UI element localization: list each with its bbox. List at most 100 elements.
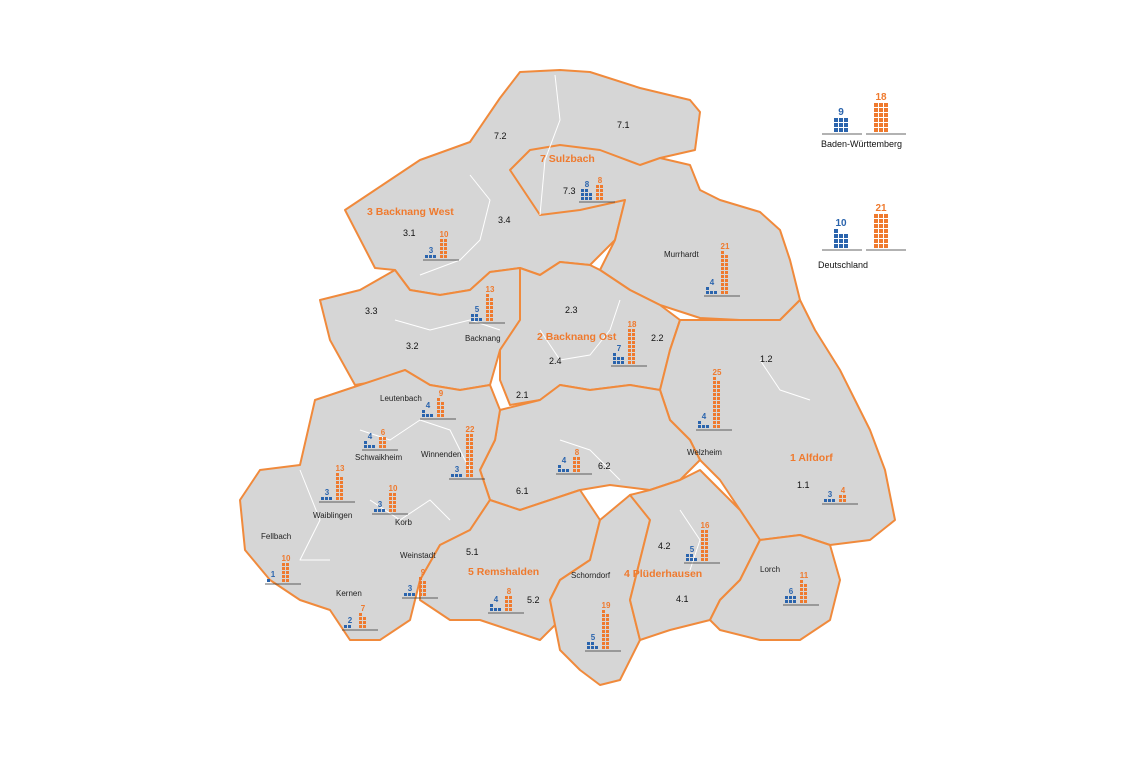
- bar-group-pluederhausen: 5 16: [684, 521, 720, 564]
- district-label-backnang-ost: 2 Backnang Ost: [537, 331, 617, 343]
- blue-value-label: 3: [828, 490, 833, 499]
- blue-bar: [471, 314, 482, 321]
- town-label: Lorch: [760, 565, 781, 574]
- blue-bar: [706, 287, 717, 294]
- blue-bar: [785, 596, 796, 603]
- district-label-alfdorf: 1 Alfdorf: [790, 452, 833, 464]
- area-code: 1.1: [797, 480, 810, 490]
- blue-bar: [321, 497, 332, 500]
- orange-bar: [721, 251, 728, 294]
- bar-group-remshalden: 48: [488, 587, 524, 614]
- area-code: 3.4: [498, 215, 511, 225]
- legend-blue-bar: [834, 229, 848, 248]
- town-label: Fellbach: [261, 532, 292, 541]
- bar-group-region-6: 48: [556, 448, 592, 475]
- town-label: Waiblingen: [313, 511, 353, 520]
- area-code: 5.2: [527, 595, 540, 605]
- orange-bar: [628, 329, 635, 364]
- orange-value-label: 8: [598, 176, 603, 185]
- orange-bar: [437, 398, 444, 417]
- blue-value-label: 5: [475, 305, 480, 314]
- legend-baden-wuerttemberg-label: Baden-Württemberg: [821, 139, 903, 149]
- blue-bar: [374, 509, 385, 512]
- blue-value-label: 4: [562, 456, 567, 465]
- town-label: Backnang: [465, 334, 501, 343]
- blue-value-label: 5: [690, 545, 695, 554]
- area-code: 3.2: [406, 341, 419, 351]
- orange-value-label: 19: [602, 601, 611, 610]
- orange-value-label: 10: [282, 554, 291, 563]
- blue-bar: [267, 579, 270, 582]
- orange-value-label: 7: [361, 604, 366, 613]
- town-label: Welzheim: [687, 448, 722, 457]
- orange-value-label: 22: [466, 425, 475, 434]
- blue-bar: [425, 255, 436, 258]
- orange-value-label: 8: [507, 587, 512, 596]
- town-label: Schwaikheim: [355, 453, 403, 462]
- orange-bar: [602, 610, 609, 649]
- town-label: Schorndorf: [571, 571, 611, 580]
- orange-value-label: 8: [575, 448, 580, 457]
- blue-value-label: 4: [702, 412, 707, 421]
- orange-value-label: 10: [440, 230, 449, 239]
- orange-value-label: 9: [439, 389, 444, 398]
- bar-group-welzheim: 4 25: [696, 368, 732, 431]
- orange-value-label: 18: [628, 320, 637, 329]
- town-label: Weinstadt: [400, 551, 436, 560]
- area-code: 2.3: [565, 305, 578, 315]
- blue-bar: [613, 353, 624, 364]
- orange-value-label: 25: [713, 368, 722, 377]
- town-label: Korb: [395, 518, 412, 527]
- blue-bar: [422, 410, 433, 417]
- town-label: Kernen: [336, 589, 362, 598]
- bar-group-lorch: 6 11: [783, 571, 819, 606]
- area-code: 1.2: [760, 354, 773, 364]
- legend-orange-bar: [874, 103, 888, 132]
- area-code: 2.4: [549, 356, 562, 366]
- area-code: 6.2: [598, 461, 611, 471]
- bar-group-weinstadt: 39: [402, 568, 438, 599]
- blue-bar: [490, 604, 501, 611]
- legend-blue-value: 10: [835, 218, 847, 229]
- bar-group-waiblingen: 3 13: [319, 464, 355, 503]
- orange-bar: [505, 596, 512, 611]
- bar-group-korb: 3 10: [372, 484, 408, 515]
- orange-bar: [596, 185, 603, 200]
- blue-bar: [344, 625, 351, 628]
- blue-value-label: 3: [408, 584, 413, 593]
- orange-bar: [486, 294, 493, 321]
- orange-bar: [466, 434, 473, 477]
- town-label: Winnenden: [421, 450, 462, 459]
- blue-value-label: 3: [378, 500, 383, 509]
- blue-value-label: 6: [789, 587, 794, 596]
- blue-value-label: 3: [325, 488, 330, 497]
- legend-deutschland-bars: 10 21: [822, 203, 906, 251]
- district-label-sulzbach: 7 Sulzbach: [540, 153, 595, 165]
- blue-value-label: 7: [617, 344, 622, 353]
- orange-bar: [713, 377, 720, 428]
- legend-orange-bar: [874, 214, 888, 248]
- area-code: 2.1: [516, 390, 529, 400]
- bar-group-winnenden: 3 22: [449, 425, 485, 480]
- orange-bar: [379, 437, 386, 448]
- region-lorch[interactable]: [709, 534, 841, 641]
- area-code: 5.1: [466, 547, 479, 557]
- blue-bar: [581, 189, 592, 200]
- orange-bar: [573, 457, 580, 472]
- blue-value-label: 4: [426, 401, 431, 410]
- blue-value-label: 3: [429, 246, 434, 255]
- legend-deutschland-label: Deutschland: [818, 260, 869, 270]
- orange-value-label: 13: [486, 285, 495, 294]
- legend-blue-value: 9: [838, 107, 844, 118]
- district-label-pluederhausen: 4 Plüderhausen: [624, 568, 703, 580]
- orange-value-label: 11: [800, 571, 809, 580]
- orange-bar: [419, 577, 426, 596]
- legend-orange-value: 18: [875, 92, 887, 103]
- blue-value-label: 4: [710, 278, 715, 287]
- district-label-remshalden: 5 Remshalden: [468, 566, 540, 578]
- area-code: 7.3: [563, 186, 576, 196]
- town-label: Murrhardt: [664, 250, 699, 259]
- blue-bar: [558, 465, 569, 472]
- bar-group-backnang-ost: 7 18: [611, 320, 647, 367]
- orange-bar: [359, 613, 366, 628]
